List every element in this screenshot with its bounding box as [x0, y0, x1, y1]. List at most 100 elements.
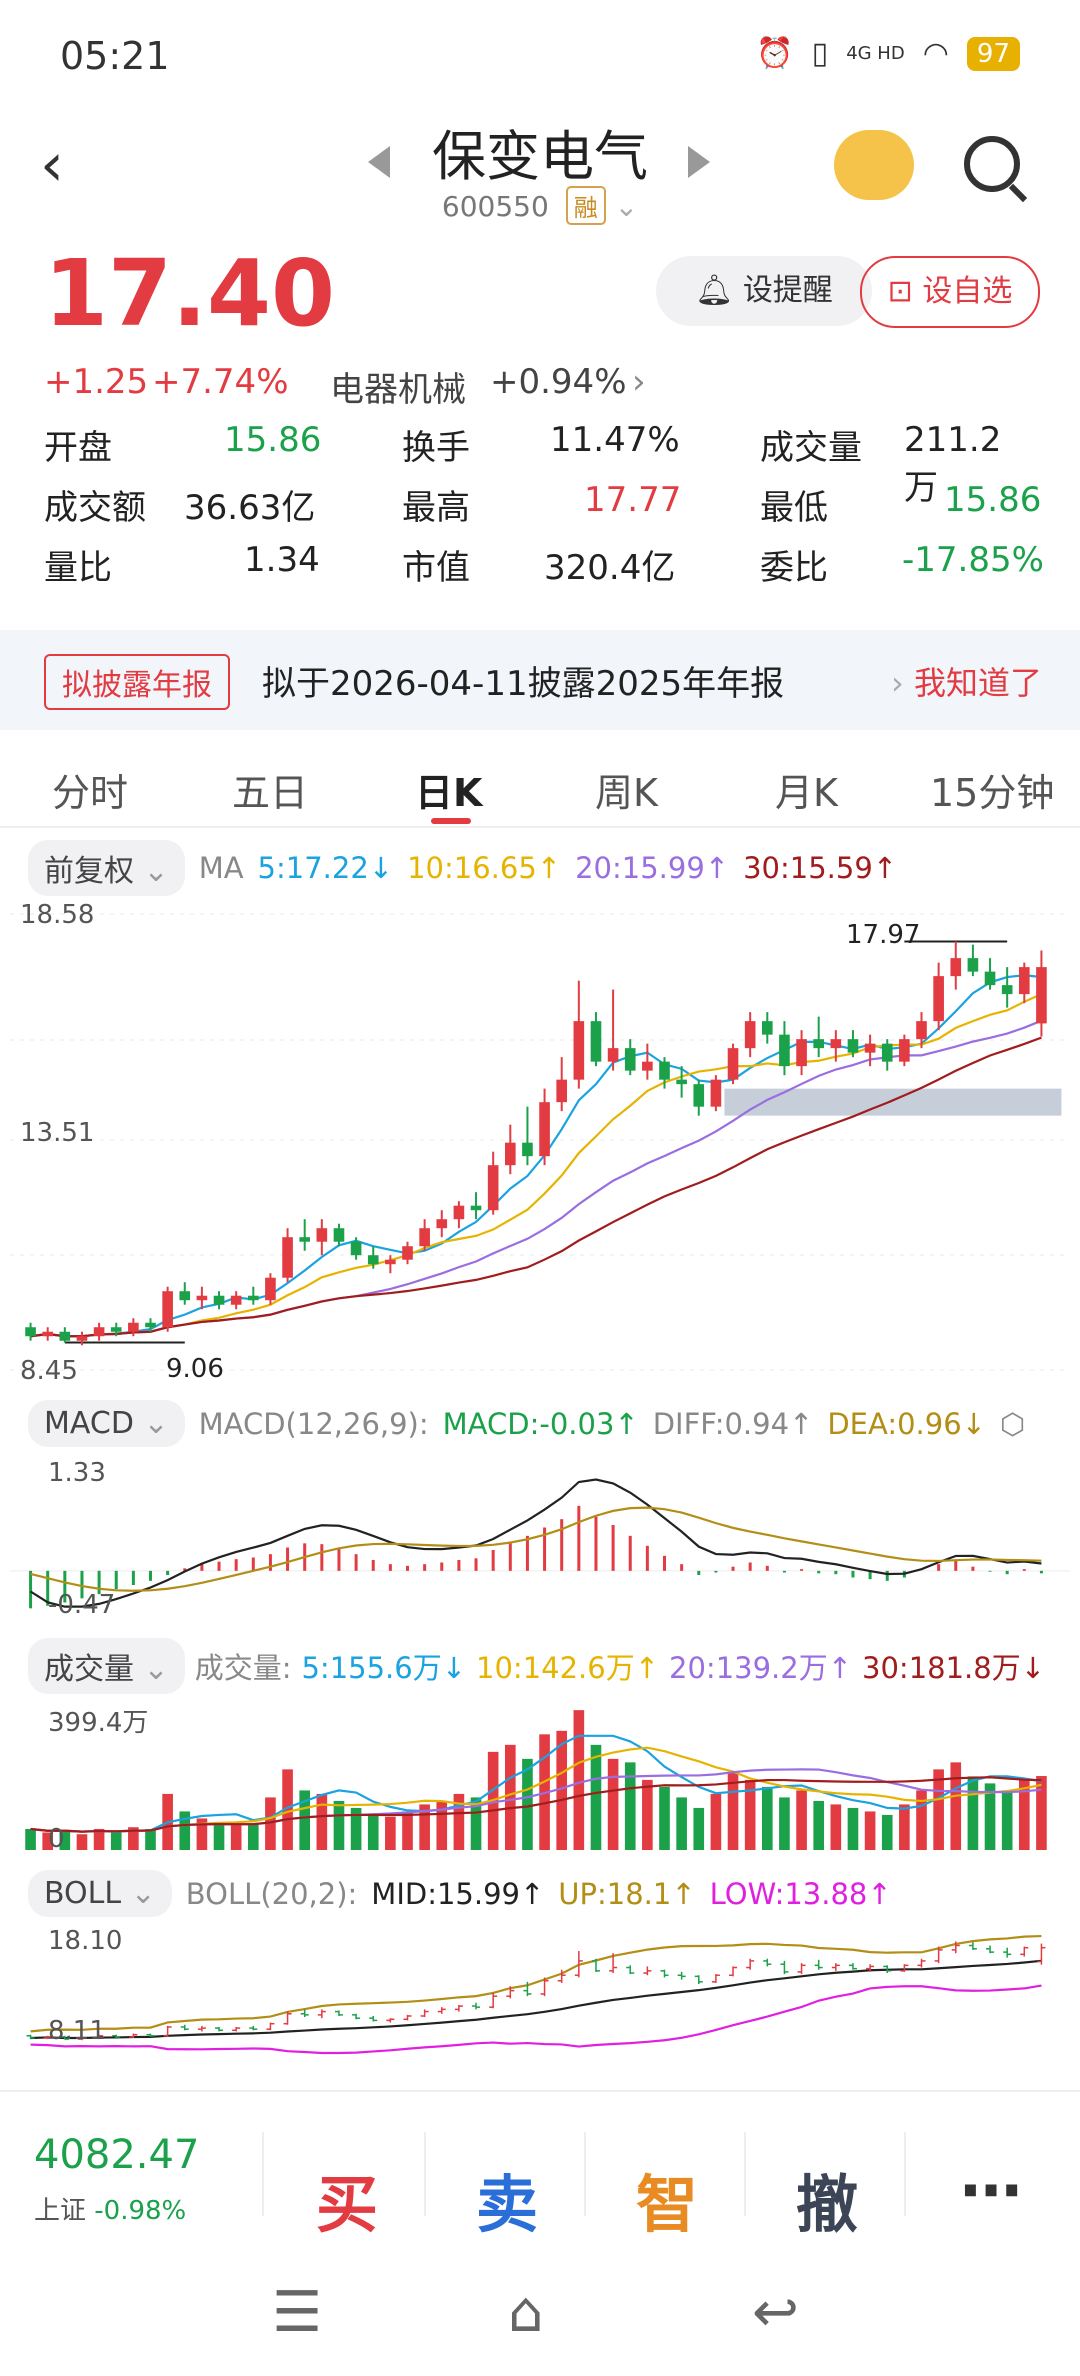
volume-bar: [573, 1710, 585, 1850]
candle-body: [213, 1295, 225, 1305]
back-icon[interactable]: ↩: [752, 2280, 799, 2345]
volume-bar: [967, 1776, 979, 1850]
candle-body: [899, 1039, 910, 1062]
volume-bar: [761, 1786, 773, 1850]
home-icon[interactable]: ⌂: [508, 2280, 544, 2345]
index-value[interactable]: 4082.47: [34, 2132, 200, 2178]
volume-bar: [916, 1790, 927, 1850]
boll-selector[interactable]: BOLL ⌄: [28, 1870, 172, 1917]
menu-icon[interactable]: ☰: [272, 2280, 323, 2345]
dismiss-notice-label: 我知道了: [913, 664, 1042, 702]
stat-label: 量比: [44, 548, 112, 588]
tab-intraday[interactable]: 分时: [52, 771, 129, 815]
industry-name[interactable]: 电器机械: [330, 370, 466, 410]
add-favorite-button[interactable]: ⊡ 设自选: [860, 256, 1040, 328]
mascot-icon[interactable]: [834, 130, 914, 200]
boll-y-top: 18.10: [48, 1926, 123, 1956]
more-button[interactable]: ⋯: [960, 2154, 1022, 2227]
candle-body: [624, 1048, 636, 1071]
buy-button[interactable]: 买: [316, 2168, 379, 2241]
wifi-icon: ◠: [922, 36, 949, 71]
candle-body: [556, 1079, 568, 1103]
volume-selector[interactable]: 成交量 ⌄: [28, 1638, 185, 1694]
volume-chart[interactable]: 399.4万 0: [0, 1690, 1080, 1860]
chevron-down-icon: ⌄: [130, 1876, 156, 1911]
search-icon[interactable]: [964, 136, 1020, 192]
candle-body: [162, 1291, 173, 1328]
candle-body: [693, 1084, 705, 1107]
smart-button[interactable]: 智: [636, 2168, 699, 2241]
boll-mid-line: [30, 1959, 1042, 2040]
ma20-line: [30, 1019, 1042, 1338]
candle-body: [916, 1021, 927, 1040]
index-info[interactable]: 上证 -0.98%: [34, 2190, 186, 2227]
cancel-order-button[interactable]: 撤: [796, 2168, 859, 2241]
volume-bar: [950, 1762, 962, 1850]
volume-label: 成交量:: [194, 1651, 292, 1685]
volume-svg: [25, 1710, 1047, 1850]
sell-button[interactable]: 卖: [476, 2168, 539, 2241]
tab-daily-k[interactable]: 日K: [415, 771, 483, 815]
kline-chart[interactable]: 18.58 13.51 8.45 17.97 9.06: [0, 890, 1080, 1390]
boll-params: BOLL(20,2):: [185, 1876, 358, 1911]
volume-bar: [419, 1804, 430, 1850]
candle-body: [470, 1205, 482, 1211]
tab-five-day[interactable]: 五日: [232, 771, 309, 815]
volume-bar: [676, 1797, 687, 1850]
volume-bar: [642, 1779, 653, 1850]
volume-bar: [213, 1821, 225, 1850]
candle-body: [419, 1228, 430, 1247]
low-marker: 9.06: [166, 1354, 224, 1384]
tab-monthly-k[interactable]: 月K: [775, 771, 838, 815]
boll-low-line: [30, 1984, 1042, 2055]
prev-stock-icon[interactable]: [368, 146, 390, 178]
volume-bar: [265, 1797, 276, 1850]
volume-bar: [385, 1816, 396, 1850]
chevron-down-icon[interactable]: ⌄: [614, 190, 639, 223]
industry-pct[interactable]: +0.94%: [490, 362, 627, 402]
macd-params: MACD(12,26,9):: [198, 1406, 429, 1441]
candle-body: [864, 1043, 876, 1053]
vol10: 10:142.6万↑: [476, 1651, 660, 1685]
volume-bar: [196, 1818, 208, 1850]
stat-label: 成交额: [44, 488, 146, 528]
adjust-selector[interactable]: 前复权 ⌄: [28, 840, 185, 896]
vol20: 20:139.2万↑: [669, 1651, 853, 1685]
stock-code-line: 600550 融 ⌄: [0, 186, 1080, 225]
back-arrow-icon[interactable]: ‹: [40, 130, 64, 200]
stat-value: 211.2万: [904, 420, 1002, 508]
status-bar: 05:21 ⏰ ▯ 4G HD ◠ 97: [0, 0, 1080, 110]
volume-bar: [1001, 1790, 1013, 1850]
macd-svg: [10, 1478, 1070, 1609]
tab-15min[interactable]: 15分钟: [930, 771, 1055, 815]
volume-bar: [830, 1804, 842, 1850]
candle-body: [642, 1061, 653, 1071]
vol-ma5-line: [30, 1734, 1042, 1833]
next-stock-icon[interactable]: [688, 146, 710, 178]
macd-y-top: 1.33: [48, 1458, 106, 1488]
candle-body: [539, 1102, 550, 1157]
candle-body: [247, 1295, 259, 1301]
volume-bar: [556, 1730, 568, 1850]
candle-body: [522, 1142, 533, 1157]
separator: [584, 2132, 586, 2216]
boll-mid: MID:15.99↑: [371, 1876, 545, 1911]
tab-weekly-k[interactable]: 周K: [595, 771, 658, 815]
volume-y-top: 399.4万: [48, 1708, 149, 1738]
boll-chart[interactable]: 18.10 8.11: [0, 1920, 1080, 2090]
dismiss-notice-button[interactable]: › 我知道了: [891, 658, 1042, 704]
candle-body: [1001, 985, 1013, 995]
candle-body: [350, 1241, 362, 1256]
divider: [0, 826, 1080, 828]
set-alert-button[interactable]: 🔔︎ 设提醒: [656, 256, 872, 326]
notice-text: 拟于2026-04-11披露2025年年报: [262, 664, 785, 704]
candle-body: [847, 1039, 859, 1053]
settings-icon[interactable]: ⬡: [999, 1406, 1026, 1441]
chevron-right-icon[interactable]: ›: [632, 362, 646, 402]
volume-bar: [59, 1830, 71, 1850]
macd-chart[interactable]: 1.33 -0.47: [0, 1450, 1080, 1630]
y-axis-bottom: 8.45: [20, 1356, 78, 1386]
bell-icon: 🔔︎: [695, 273, 734, 308]
indicator-selector[interactable]: MACD ⌄: [28, 1400, 185, 1447]
volume-bar: [847, 1807, 859, 1850]
